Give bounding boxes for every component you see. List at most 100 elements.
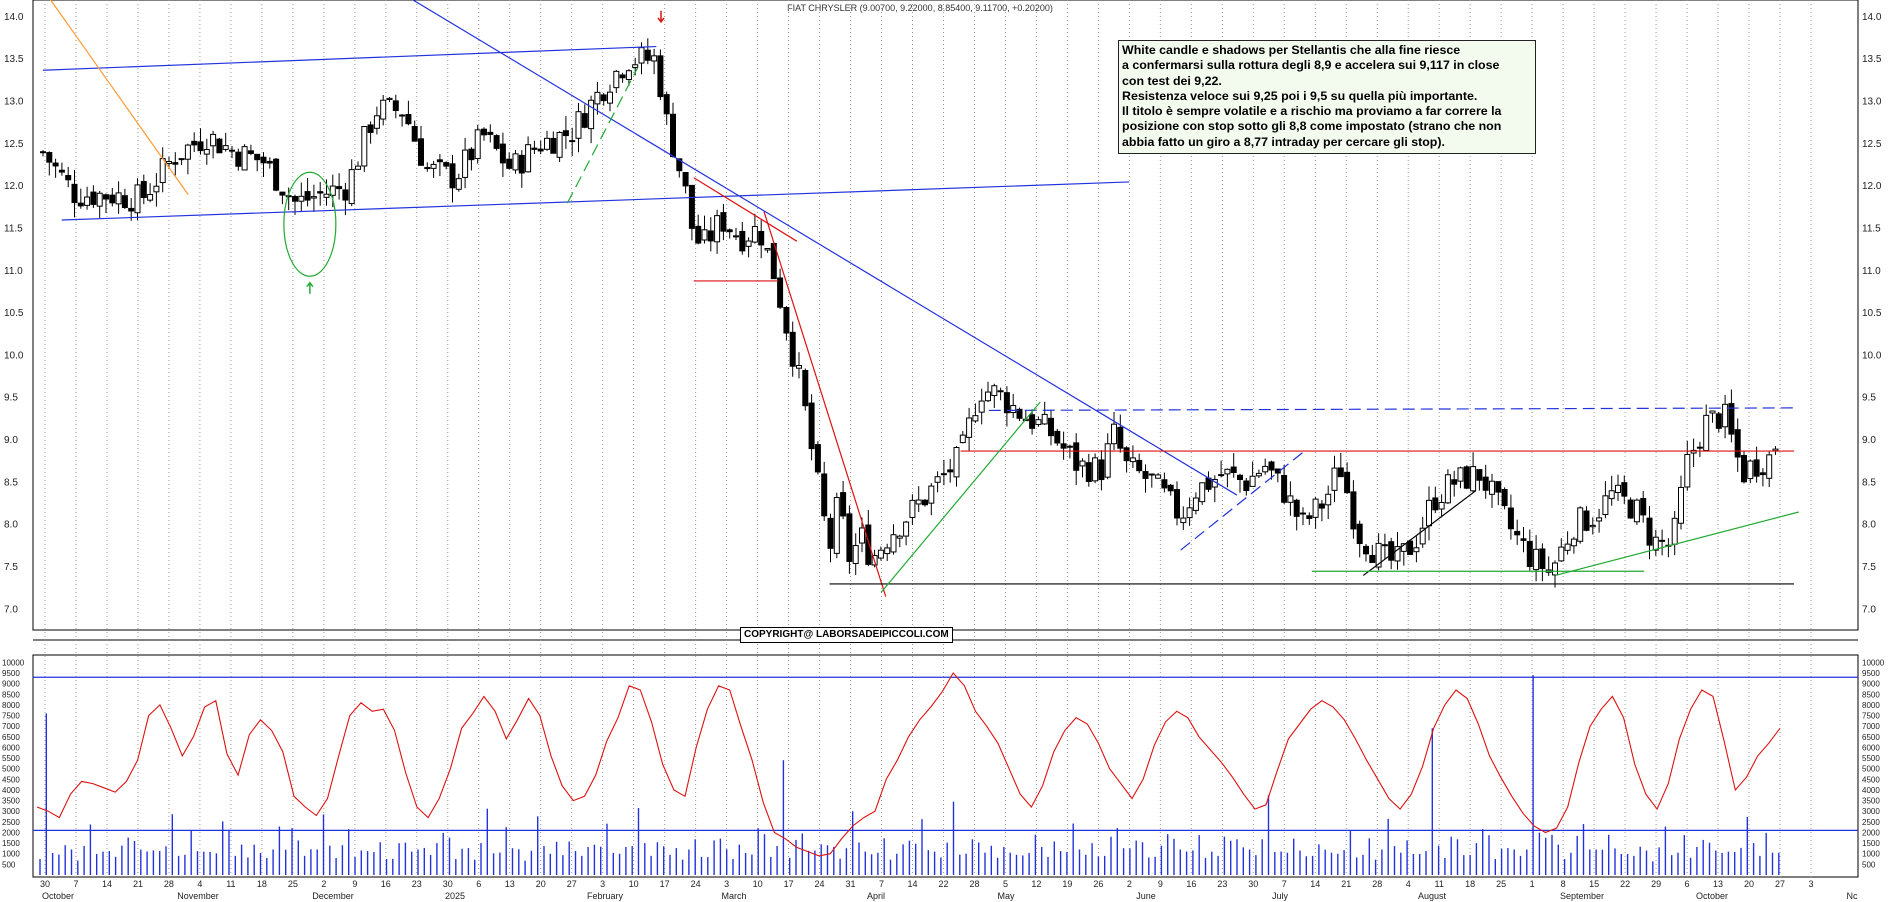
x-day-tick: 6 (476, 879, 481, 889)
volume-tick-label-right: 2000 (1862, 828, 1880, 837)
y-tick-label-left: 11.5 (4, 223, 23, 234)
volume-tick-label-left: 6500 (2, 733, 20, 742)
x-day-tick: 6 (1685, 879, 1690, 889)
candle-body (1684, 453, 1691, 488)
candle-body (562, 130, 569, 137)
candle-body (147, 194, 154, 201)
note-line: Il titolo è sempre volatile e a rischio … (1122, 104, 1502, 119)
volume-tick-label-left: 1000 (2, 850, 20, 859)
candle-body (1300, 512, 1306, 515)
candle-body (877, 549, 884, 559)
candle-body (865, 524, 872, 565)
candle-body (436, 159, 443, 163)
x-day-tick: 11 (1435, 879, 1444, 889)
x-day-tick: 24 (815, 879, 825, 889)
y-tick-label-left: 7.5 (4, 562, 18, 573)
y-tick-label-left: 7.0 (4, 604, 18, 615)
x-month-label: June (1136, 891, 1156, 901)
x-day-tick: 1 (1530, 879, 1535, 889)
oscillator-line (36, 672, 1781, 857)
volume-tick-label-right: 7500 (1862, 712, 1880, 721)
candle-body (310, 196, 317, 199)
volume-tick-label-right: 5000 (1862, 765, 1880, 774)
x-day-tick: 17 (784, 879, 794, 889)
candle-body (726, 229, 733, 233)
x-day-tick: 14 (102, 879, 112, 889)
x-month-label: September (1560, 891, 1604, 901)
x-day-tick: 7 (879, 879, 884, 889)
candle-body (191, 140, 198, 146)
x-day-tick: 13 (505, 879, 515, 889)
trendline-green (566, 67, 639, 204)
candle-body (1337, 467, 1344, 478)
candle-body (84, 196, 91, 206)
trendline-green (880, 401, 1041, 593)
candle-body (455, 178, 462, 190)
volume-tick-label-right: 500 (1862, 860, 1876, 869)
volume-tick-label-right: 6500 (1862, 733, 1880, 742)
candle-body (991, 385, 998, 397)
x-day-tick: 2 (321, 879, 326, 889)
y-tick-label-right: 11.5 (1862, 223, 1881, 234)
candle-body (1741, 454, 1747, 483)
candle-body (1640, 498, 1647, 516)
trendline-black (1362, 490, 1477, 576)
x-day-tick: 16 (1186, 879, 1196, 889)
x-day-tick: 18 (257, 879, 267, 889)
candle-body (1199, 482, 1206, 503)
y-tick-label-left: 10.5 (4, 308, 24, 319)
candle-body (947, 469, 954, 473)
candle-body (1167, 484, 1174, 492)
candle-body (1180, 517, 1187, 524)
candle-body (1281, 474, 1288, 503)
candle-body (896, 535, 903, 539)
candle-body (134, 184, 141, 214)
candle-body (581, 113, 588, 128)
volume-bars (33, 675, 1858, 875)
x-month-label: March (721, 891, 746, 901)
candle-body (859, 527, 865, 544)
candle-body (1407, 540, 1414, 555)
candle-body (292, 195, 298, 202)
volume-tick-label-right: 1500 (1862, 839, 1880, 848)
candle-body (1652, 536, 1659, 551)
candle-body (1489, 480, 1495, 495)
candle-body (128, 207, 135, 212)
volume-tick-label-left: 4500 (2, 775, 20, 784)
candle-body (1577, 507, 1584, 542)
candle-body (600, 94, 607, 102)
candle-body (153, 185, 160, 193)
candle-body (1615, 484, 1621, 493)
candle-body (802, 369, 809, 407)
candle-body (1123, 447, 1130, 462)
y-tick-label-right: 12.0 (1862, 181, 1882, 192)
candle-body (1079, 460, 1086, 467)
candle-body (405, 113, 412, 125)
candle-body (695, 225, 702, 244)
note-line: a confermarsi sulla rottura degli 8,9 e … (1122, 58, 1500, 73)
trendline-blue (411, 0, 1238, 496)
candle-body (58, 169, 65, 173)
candle-body (418, 138, 424, 166)
candle-body (430, 163, 437, 169)
candle-body (1048, 417, 1054, 437)
candle-body (518, 154, 525, 174)
candle-body (1117, 426, 1124, 449)
candle-body (537, 148, 544, 152)
candle-body (1621, 482, 1628, 497)
candle-body (506, 158, 513, 169)
candle-body (1073, 442, 1080, 471)
volume-tick-label-left: 2000 (2, 828, 20, 837)
candle-body (1174, 489, 1180, 519)
y-tick-label-left: 14.0 (4, 12, 24, 23)
candle-body (121, 195, 128, 209)
up-arrow-icon (306, 281, 314, 294)
candle-body (1608, 490, 1615, 500)
candle-body (1381, 544, 1388, 547)
y-tick-label-left: 13.5 (4, 54, 24, 65)
candle-body (1507, 507, 1514, 530)
candle-body (909, 499, 916, 518)
candle-body (531, 147, 538, 150)
candle-body (1218, 474, 1225, 477)
x-month-label: July (1272, 891, 1289, 901)
